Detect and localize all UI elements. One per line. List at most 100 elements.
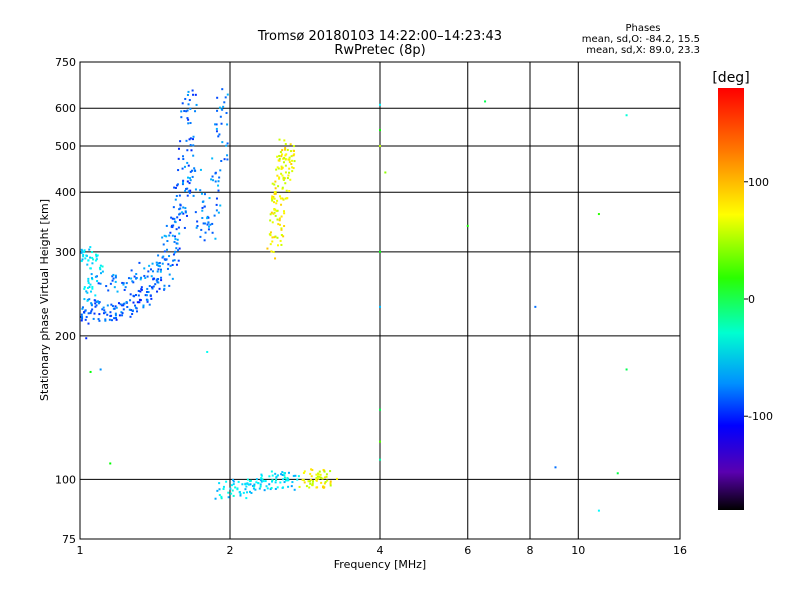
data-point <box>276 199 279 202</box>
data-point <box>180 110 183 113</box>
data-point <box>305 485 308 488</box>
data-point <box>144 276 147 279</box>
data-point <box>246 482 249 485</box>
data-point <box>80 251 83 254</box>
data-point <box>99 264 102 267</box>
data-point <box>88 286 91 289</box>
data-point <box>279 195 282 198</box>
data-point <box>122 283 125 286</box>
data-point <box>115 318 118 321</box>
data-point <box>231 478 234 481</box>
data-point <box>290 150 293 153</box>
data-point <box>379 129 381 132</box>
data-point <box>379 103 381 106</box>
data-point <box>94 305 97 308</box>
data-point <box>189 122 192 125</box>
data-point <box>143 267 146 270</box>
data-point <box>185 214 188 217</box>
data-point <box>283 156 286 159</box>
data-point <box>186 93 189 96</box>
data-point <box>275 210 278 213</box>
data-point <box>271 474 274 477</box>
data-point <box>253 483 256 486</box>
data-point <box>302 471 305 474</box>
data-point <box>379 305 381 308</box>
data-point <box>279 481 282 484</box>
data-point <box>168 255 171 258</box>
data-point <box>215 197 218 200</box>
data-point <box>188 99 191 102</box>
data-point <box>94 275 97 278</box>
data-point <box>104 318 107 321</box>
data-point <box>329 480 332 483</box>
data-point <box>188 138 191 141</box>
data-point <box>325 475 328 478</box>
data-point <box>282 176 285 179</box>
data-point <box>91 256 94 259</box>
data-point <box>187 164 190 167</box>
data-point <box>173 259 176 262</box>
data-point <box>278 217 281 220</box>
data-point <box>271 480 274 483</box>
data-point <box>283 476 286 479</box>
data-point <box>287 478 290 481</box>
data-point <box>242 491 245 494</box>
data-point <box>220 495 223 498</box>
data-point <box>85 337 88 340</box>
data-point <box>210 178 213 181</box>
colorbar-tick-label: 0 <box>748 293 755 306</box>
data-point <box>272 196 275 199</box>
data-point <box>279 239 282 242</box>
data-point <box>87 312 90 315</box>
data-point <box>275 202 278 205</box>
data-point <box>281 197 284 200</box>
data-point <box>280 228 283 231</box>
data-point <box>245 485 248 488</box>
data-point <box>292 149 295 152</box>
data-point <box>98 266 101 269</box>
data-point <box>281 486 284 489</box>
y-tick-label: 600 <box>55 102 76 115</box>
data-point <box>189 107 192 110</box>
data-point <box>178 218 181 221</box>
data-point <box>104 311 107 314</box>
y-tick-label: 400 <box>55 186 76 199</box>
data-point <box>211 231 214 234</box>
data-point <box>218 133 221 136</box>
data-point <box>315 479 318 482</box>
data-point <box>83 249 86 252</box>
data-point <box>484 100 487 103</box>
data-point <box>286 477 289 480</box>
data-point <box>156 263 159 266</box>
data-point <box>154 283 157 286</box>
data-point <box>176 242 179 245</box>
data-point <box>280 167 283 170</box>
data-point <box>203 239 206 242</box>
data-point <box>129 293 132 296</box>
data-point <box>151 270 154 273</box>
data-point <box>218 488 221 491</box>
data-point <box>271 236 274 239</box>
data-point <box>177 226 180 229</box>
y-tick-label: 750 <box>55 56 76 69</box>
data-point <box>123 288 126 291</box>
x-tick-label: 16 <box>673 544 687 557</box>
data-point <box>143 274 146 277</box>
data-point <box>227 496 230 499</box>
data-point <box>184 97 187 100</box>
data-point <box>274 187 277 190</box>
data-point <box>107 289 110 292</box>
data-point <box>329 470 332 473</box>
data-point <box>174 235 177 238</box>
data-point <box>127 277 130 280</box>
data-point <box>207 225 210 228</box>
data-point <box>288 167 291 170</box>
data-point <box>128 308 131 311</box>
data-point <box>150 286 153 289</box>
data-point <box>231 489 234 492</box>
data-point <box>201 209 204 212</box>
data-point <box>156 281 159 284</box>
data-point <box>276 166 279 169</box>
data-point <box>161 236 164 239</box>
